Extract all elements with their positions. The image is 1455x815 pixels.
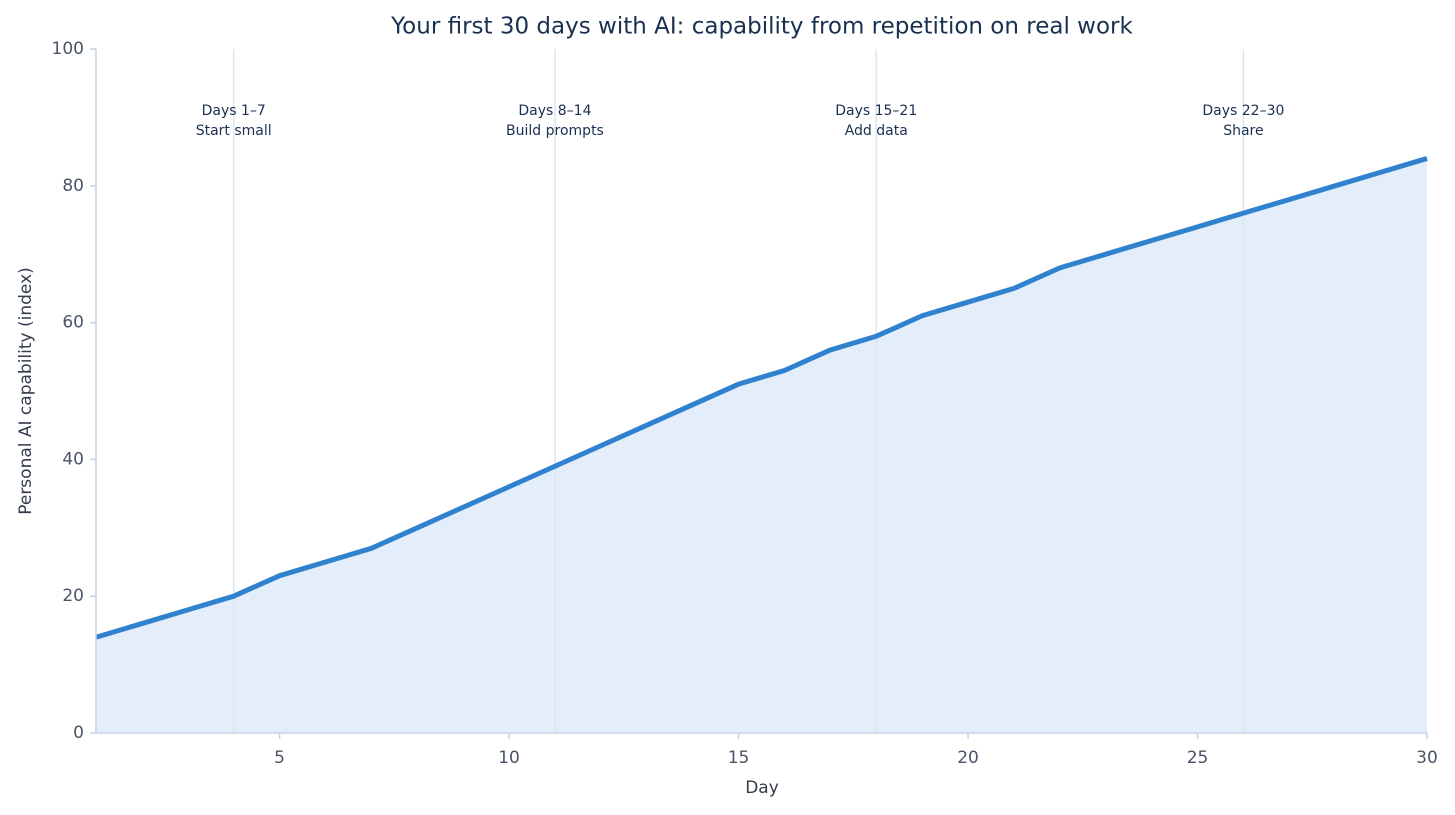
phase-label: Days 1–7 [202,103,266,119]
y-tick-label: 40 [62,449,84,469]
x-tick-label: 25 [1187,748,1209,768]
phase-sublabel: Start small [196,123,272,139]
area-fill [96,158,1427,733]
y-tick-label: 0 [73,723,84,743]
x-tick-label: 15 [728,748,750,768]
x-tick-label: 10 [498,748,520,768]
phase-label: Days 8–14 [518,103,591,119]
y-tick-label: 60 [62,313,84,333]
y-axis-label: Personal AI capability (index) [16,267,36,515]
x-tick-label: 30 [1416,748,1438,768]
x-axis-label: Day [745,778,779,798]
chart-title: Your first 30 days with AI: capability f… [390,14,1133,40]
phase-sublabel: Add data [845,123,908,139]
phase-sublabel: Share [1223,123,1263,139]
phase-sublabel: Build prompts [506,123,604,139]
x-tick-label: 20 [957,748,979,768]
y-tick-label: 80 [62,176,84,196]
line [95,156,1428,640]
phase-label: Days 22–30 [1202,103,1284,119]
y-tick-label: 20 [62,586,84,606]
x-tick-label: 5 [274,748,285,768]
y-tick-label: 100 [52,39,84,59]
phase-label: Days 15–21 [835,103,917,119]
